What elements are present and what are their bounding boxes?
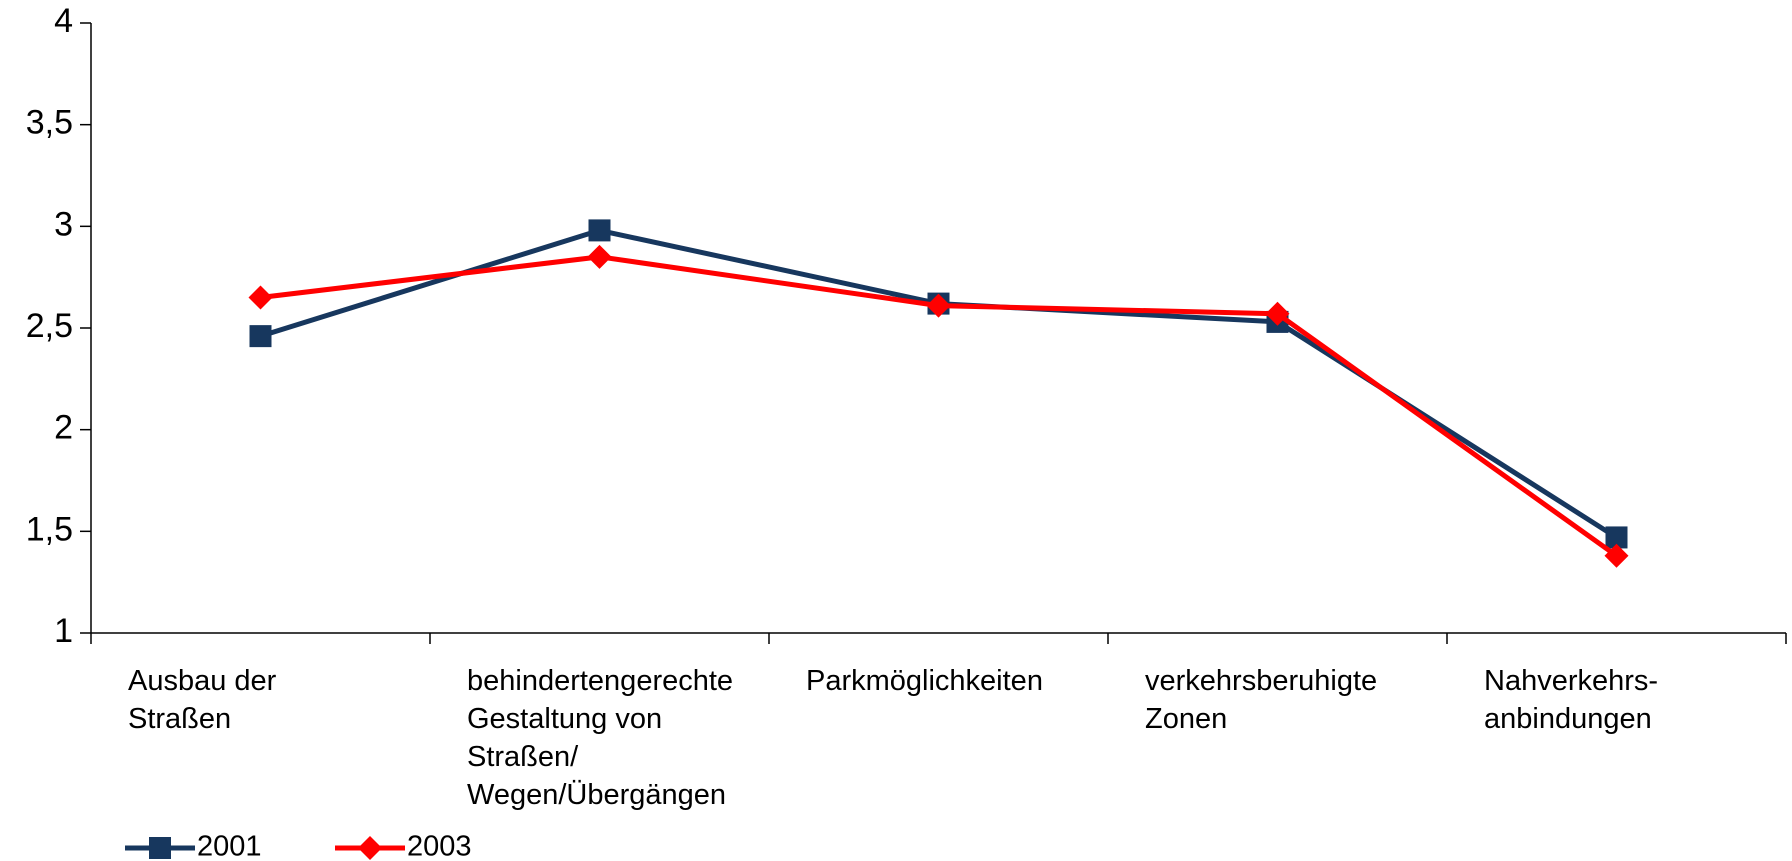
marker [1265,301,1290,326]
y-tick-label: 1 [54,612,73,650]
marker [248,285,273,310]
legend-label: 2003 [407,831,472,861]
y-tick-label: 1,5 [26,510,73,548]
x-tick-label: Nahverkehrs- anbindungen [1484,665,1659,735]
marker [588,219,611,242]
y-tick-label: 2,5 [26,307,73,345]
x-tick-label: Ausbau der Straßen [128,665,277,735]
y-tick-label: 4 [54,2,73,40]
marker [1605,526,1628,549]
marker [926,293,951,318]
x-tick-label: Parkmöglichkeiten [806,665,1043,697]
x-tick-label: verkehrsberuhigte Zonen [1145,665,1378,735]
marker [249,325,272,348]
x-tick-label: behindertengerechte Gestaltung von Straß… [467,665,734,811]
legend-marker [149,837,171,859]
legend-marker [358,836,382,860]
y-tick-label: 3,5 [26,104,73,142]
legend-label: 2001 [197,831,262,861]
marker [1604,543,1629,568]
y-tick-label: 3 [54,205,73,243]
y-tick-label: 2 [54,409,73,447]
marker [587,244,612,269]
series-line [259,227,1618,540]
